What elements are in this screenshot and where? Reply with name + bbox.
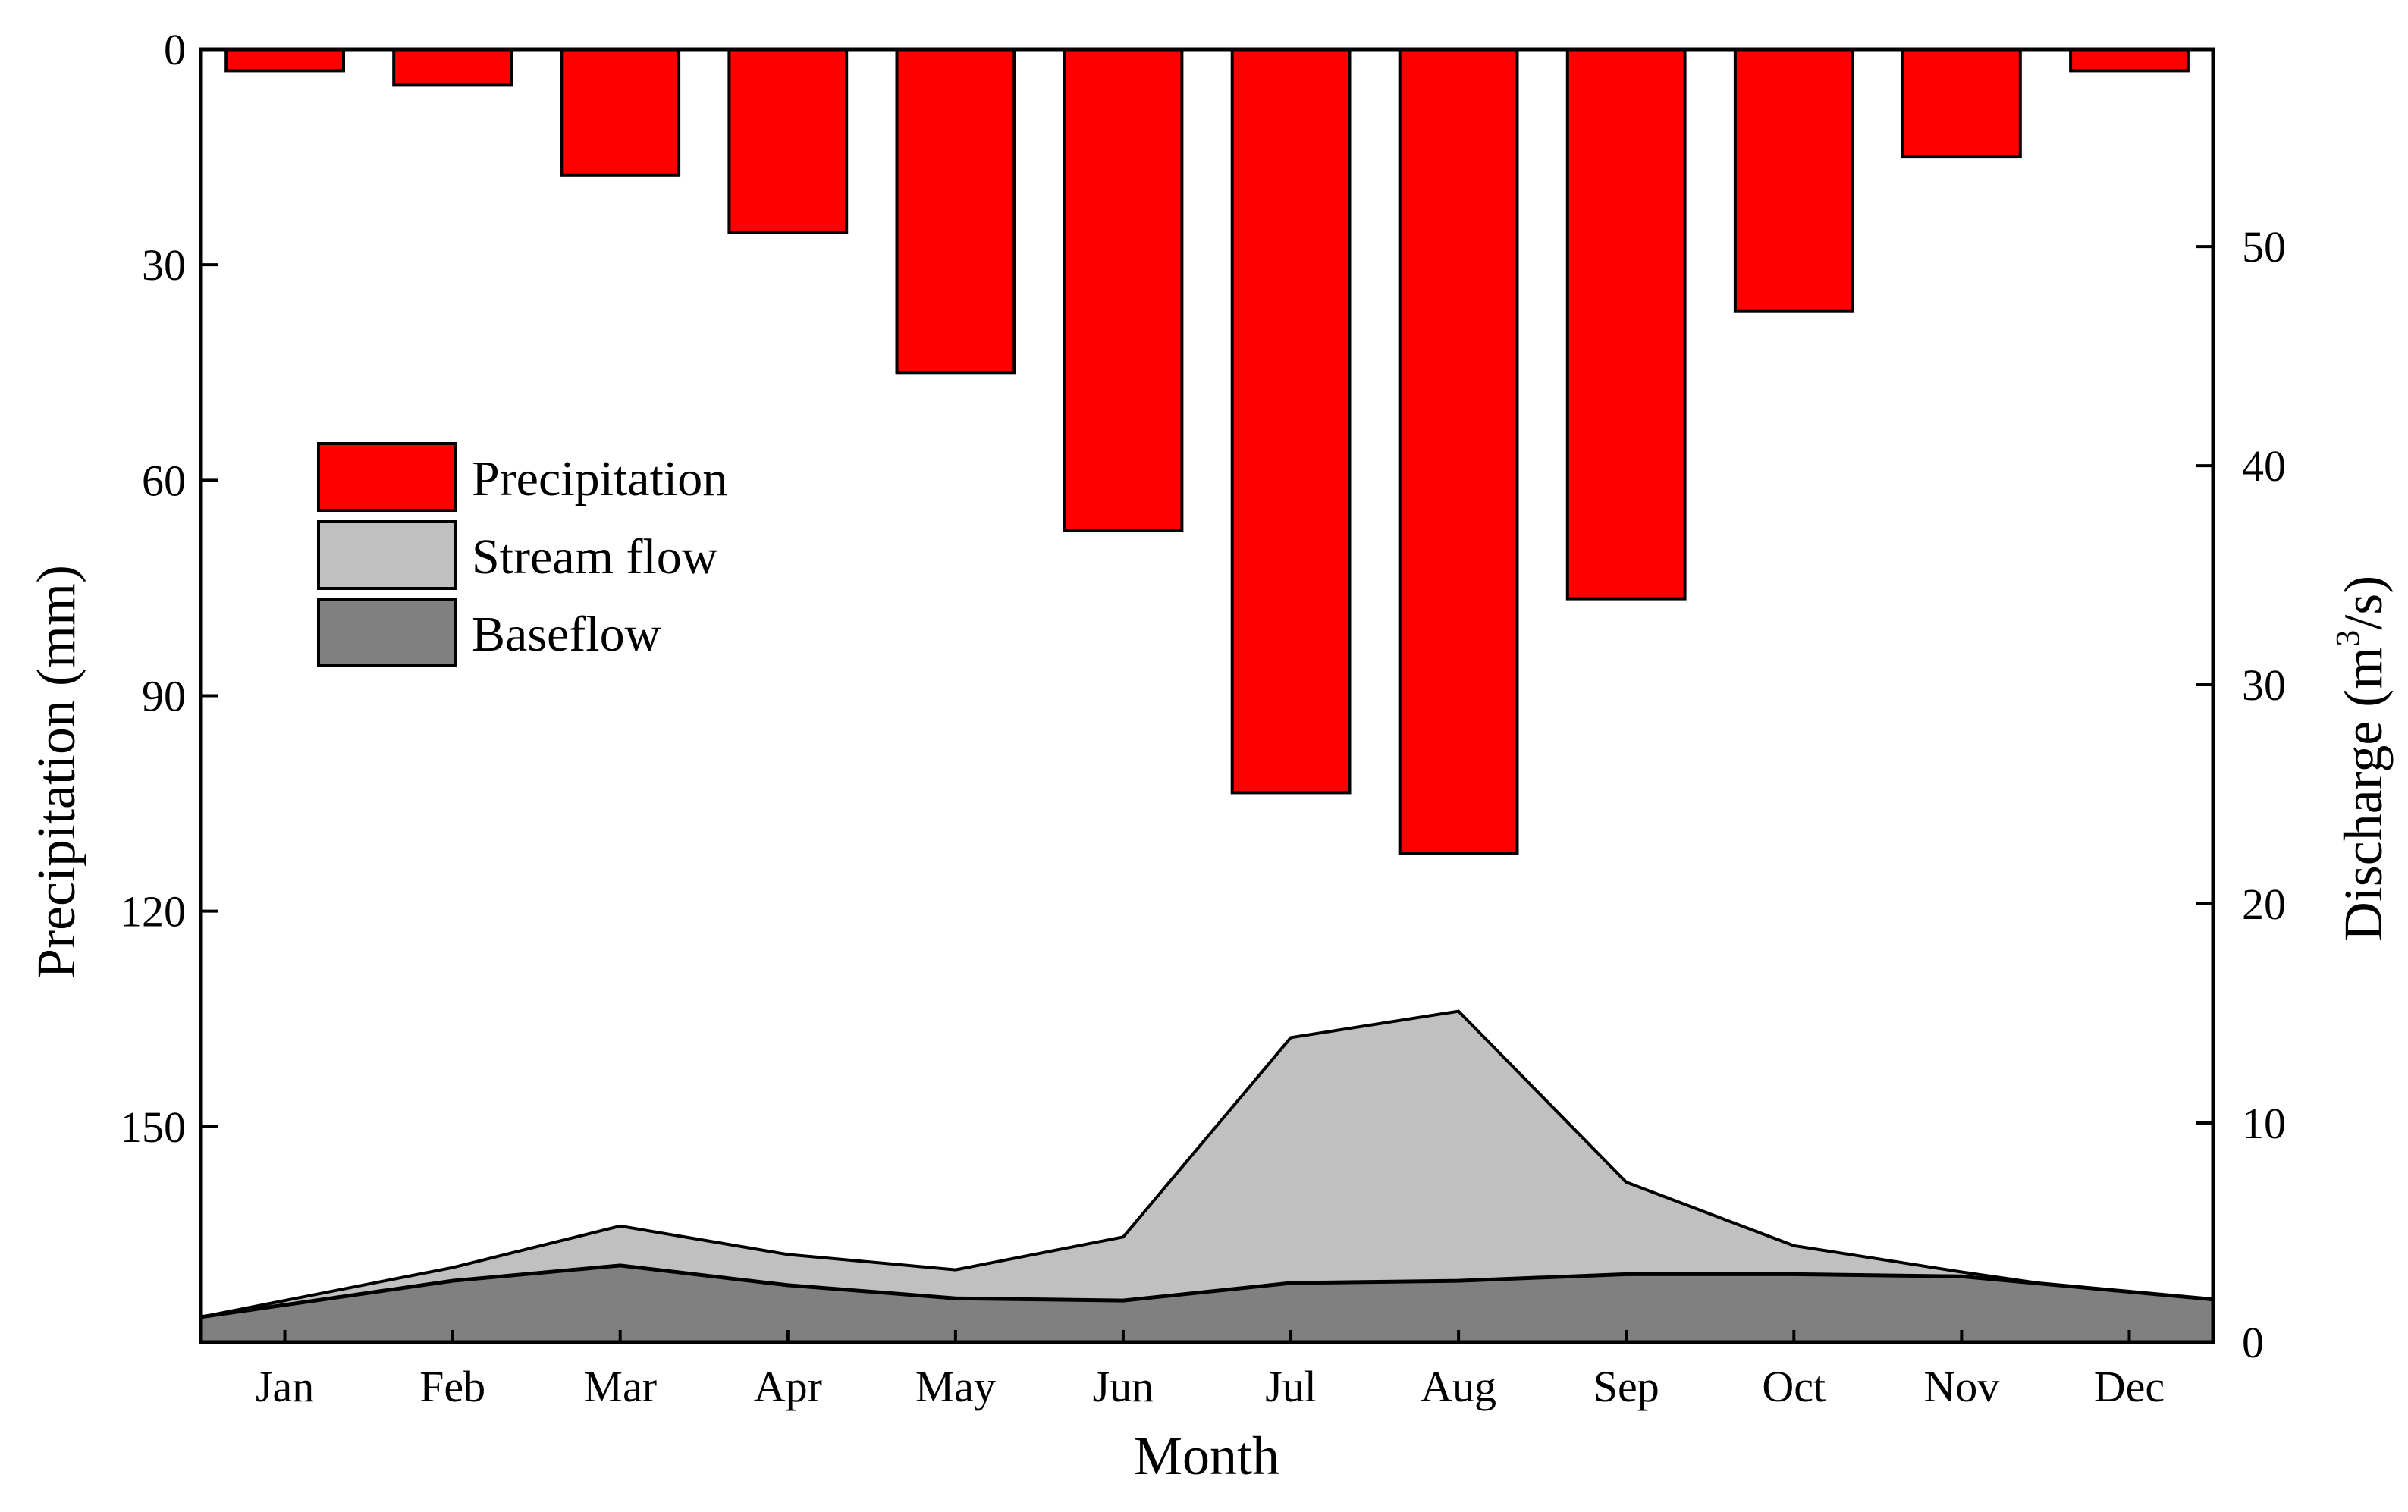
right-tick-label: 30 — [2242, 660, 2286, 710]
right-axis-title-suffix: /s) — [2333, 576, 2394, 630]
precipitation-bar-jul — [1230, 48, 1352, 795]
x-tick-label-nov: Nov — [1923, 1362, 1999, 1411]
right-axis-title: Discharge (m3/s) — [2329, 576, 2394, 942]
right-tick-label: 10 — [2242, 1099, 2286, 1148]
legend-swatch-baseflow — [317, 598, 457, 667]
legend-swatch-stream-flow — [317, 520, 457, 590]
x-tick-label-oct: Oct — [1762, 1362, 1826, 1411]
legend: Precipitation Stream flow Baseflow — [317, 442, 727, 667]
x-tick-label-jan: Jan — [256, 1362, 314, 1411]
x-tick-label-mar: Mar — [583, 1362, 657, 1411]
x-tick-label-apr: Apr — [754, 1362, 822, 1411]
x-tick-label-dec: Dec — [2094, 1362, 2165, 1411]
legend-label-precipitation: Precipitation — [472, 451, 727, 507]
left-tick-label: 120 — [120, 887, 186, 936]
precipitation-bar-feb — [392, 48, 513, 87]
baseflow-area — [201, 1265, 2213, 1342]
x-tick-label-feb: Feb — [419, 1362, 485, 1411]
x-axis-title: Month — [1134, 1426, 1279, 1486]
x-axis-ticks: Jan Feb Mar Apr May Jun Jul Aug Sep Oct Nov Dec — [256, 1330, 2165, 1411]
stream-flow-area — [201, 1011, 2213, 1342]
precipitation-bar-apr — [727, 48, 849, 234]
x-tick-label-may: May — [915, 1362, 996, 1411]
baseflow-line — [200, 1263, 2214, 1319]
right-tick-label: 40 — [2242, 441, 2286, 491]
left-tick-label: 150 — [120, 1103, 186, 1152]
precipitation-bars — [224, 48, 2190, 855]
right-tick-label: 50 — [2242, 222, 2286, 271]
left-tick-label: 90 — [142, 672, 186, 721]
left-tick-label: 0 — [164, 25, 186, 74]
precipitation-bar-oct — [1733, 48, 1854, 313]
precipitation-bar-dec — [2069, 48, 2190, 73]
left-tick-label: 60 — [142, 456, 186, 505]
x-tick-label-jun: Jun — [1093, 1362, 1154, 1411]
precipitation-bar-jun — [1063, 48, 1184, 532]
legend-label-baseflow: Baseflow — [472, 607, 661, 662]
left-tick-label: 30 — [142, 240, 186, 290]
legend-swatch-precipitation — [317, 442, 457, 512]
right-axis-ticks: 0 10 20 30 40 50 — [2196, 222, 2286, 1367]
precipitation-bar-may — [895, 48, 1016, 375]
precipitation-bar-mar — [560, 48, 681, 177]
stream-flow-line — [200, 1009, 2214, 1319]
precipitation-bar-sep — [1565, 48, 1687, 601]
right-tick-label: 0 — [2242, 1318, 2264, 1367]
x-tick-label-jul: Jul — [1265, 1362, 1317, 1411]
precipitation-bar-aug — [1398, 48, 1519, 855]
left-axis-ticks: 0 30 60 90 120 150 — [120, 25, 218, 1152]
left-axis-title: Precipitation (mm) — [26, 565, 86, 979]
right-axis-title-superscript: 3 — [2329, 630, 2366, 647]
precipitation-bar-nov — [1901, 48, 2022, 159]
x-tick-label-sep: Sep — [1593, 1362, 1659, 1411]
precipitation-bar-jan — [224, 48, 346, 73]
x-tick-label-aug: Aug — [1421, 1362, 1496, 1411]
right-axis-title-prefix: Discharge (m — [2333, 647, 2394, 942]
right-tick-label: 20 — [2242, 880, 2286, 929]
legend-label-stream-flow: Stream flow — [472, 529, 718, 585]
